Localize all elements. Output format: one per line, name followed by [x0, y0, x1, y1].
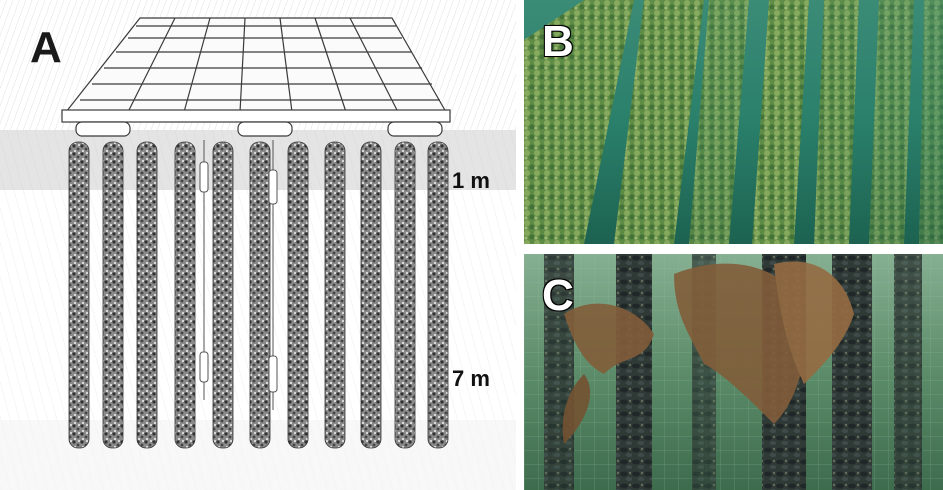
raft-platform	[61, 17, 451, 137]
underwater-ropes-mussels	[524, 254, 943, 490]
panel-a-raft-illustration: A 1 m 7 m	[0, 0, 516, 490]
panel-c-underwater-photo: C	[524, 254, 943, 490]
underwater-ropes-green	[524, 0, 943, 244]
panel-label-c: C	[542, 271, 574, 320]
panel-label-b: B	[542, 17, 574, 66]
panel-label-a: A	[30, 23, 62, 72]
mussel-ropes	[68, 141, 449, 449]
depth-label-7m: 7 m	[452, 366, 490, 391]
depth-label-1m: 1 m	[452, 168, 490, 193]
sensor-lines	[199, 140, 278, 410]
raft-drawing	[0, 0, 516, 490]
panel-b-underwater-photo: B	[524, 0, 943, 244]
